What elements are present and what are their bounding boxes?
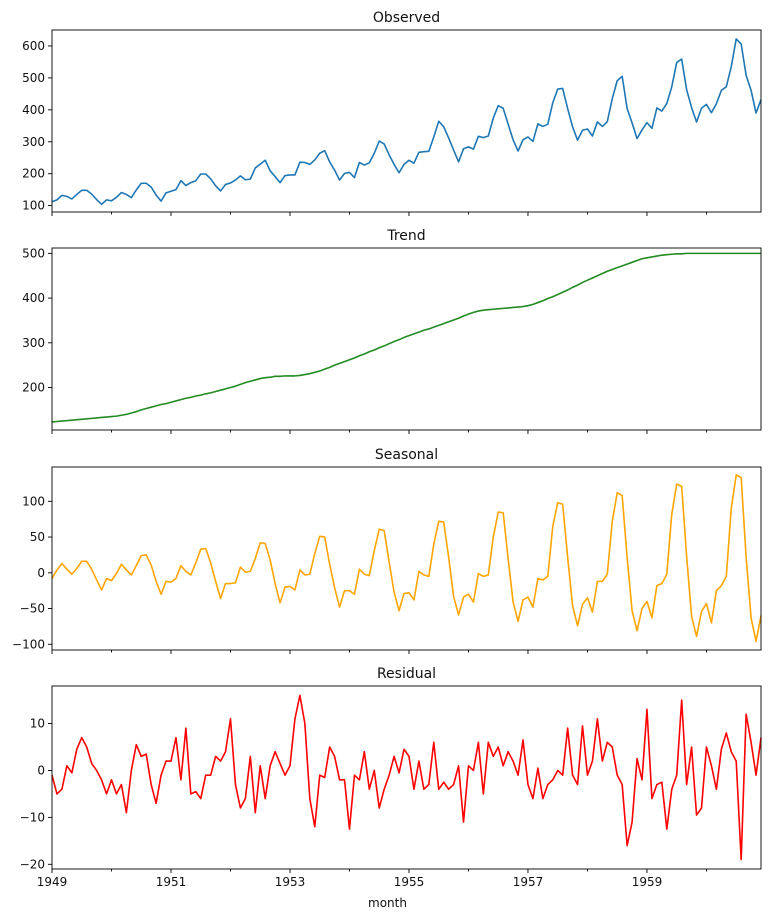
x-tick-label: 1959	[632, 875, 663, 889]
x-tick-label: 1953	[275, 875, 306, 889]
axes-frame	[51, 29, 762, 213]
x-tick-label: 1955	[394, 875, 425, 889]
x-tick-label: 1951	[156, 875, 187, 889]
axes-frame	[51, 466, 762, 651]
y-tick-label: 600	[22, 39, 45, 53]
panel-residual: Residual −20 −10 0 10 1949 1951 1953 1955 1957 195…	[20, 666, 762, 910]
x-tick-label: 1949	[37, 875, 68, 889]
y-tick-label: 500	[22, 71, 45, 85]
y-tick-label: 200	[22, 381, 45, 395]
panel-observed: Observed 100 200 300 400 500 600	[22, 10, 762, 216]
panel-trend: Trend 200 300 400 500	[22, 228, 762, 434]
axes-frame	[51, 247, 762, 431]
series-line	[51, 474, 762, 643]
y-tick-label: 400	[22, 103, 45, 117]
y-tick-label: 0	[37, 763, 45, 777]
y-tick-label: −100	[12, 637, 45, 651]
y-tick-label: 300	[22, 336, 45, 350]
panel-title: Seasonal	[375, 447, 438, 463]
series-line	[51, 38, 762, 206]
y-tick-label: 100	[22, 494, 45, 508]
x-axis-label: month	[368, 896, 407, 910]
axes-frame	[51, 685, 762, 870]
x-tick-label: 1957	[513, 875, 544, 889]
y-tick-label: −20	[20, 857, 45, 871]
panel-title: Trend	[386, 228, 425, 244]
panel-title: Residual	[377, 666, 436, 682]
series-line	[51, 252, 761, 423]
y-tick-label: 0	[37, 566, 45, 580]
panel-seasonal: Seasonal −100 −50 0 50 100	[12, 447, 762, 654]
y-tick-label: 400	[22, 291, 45, 305]
y-tick-label: 50	[30, 530, 45, 544]
series-line	[51, 694, 762, 861]
y-tick-label: 300	[22, 135, 45, 149]
y-tick-label: −50	[20, 602, 45, 616]
y-tick-label: 200	[22, 167, 45, 181]
panel-title: Observed	[373, 10, 440, 26]
y-tick-label: 100	[22, 199, 45, 213]
y-tick-label: 500	[22, 246, 45, 260]
y-tick-label: 10	[30, 717, 45, 731]
y-tick-label: −10	[20, 810, 45, 824]
